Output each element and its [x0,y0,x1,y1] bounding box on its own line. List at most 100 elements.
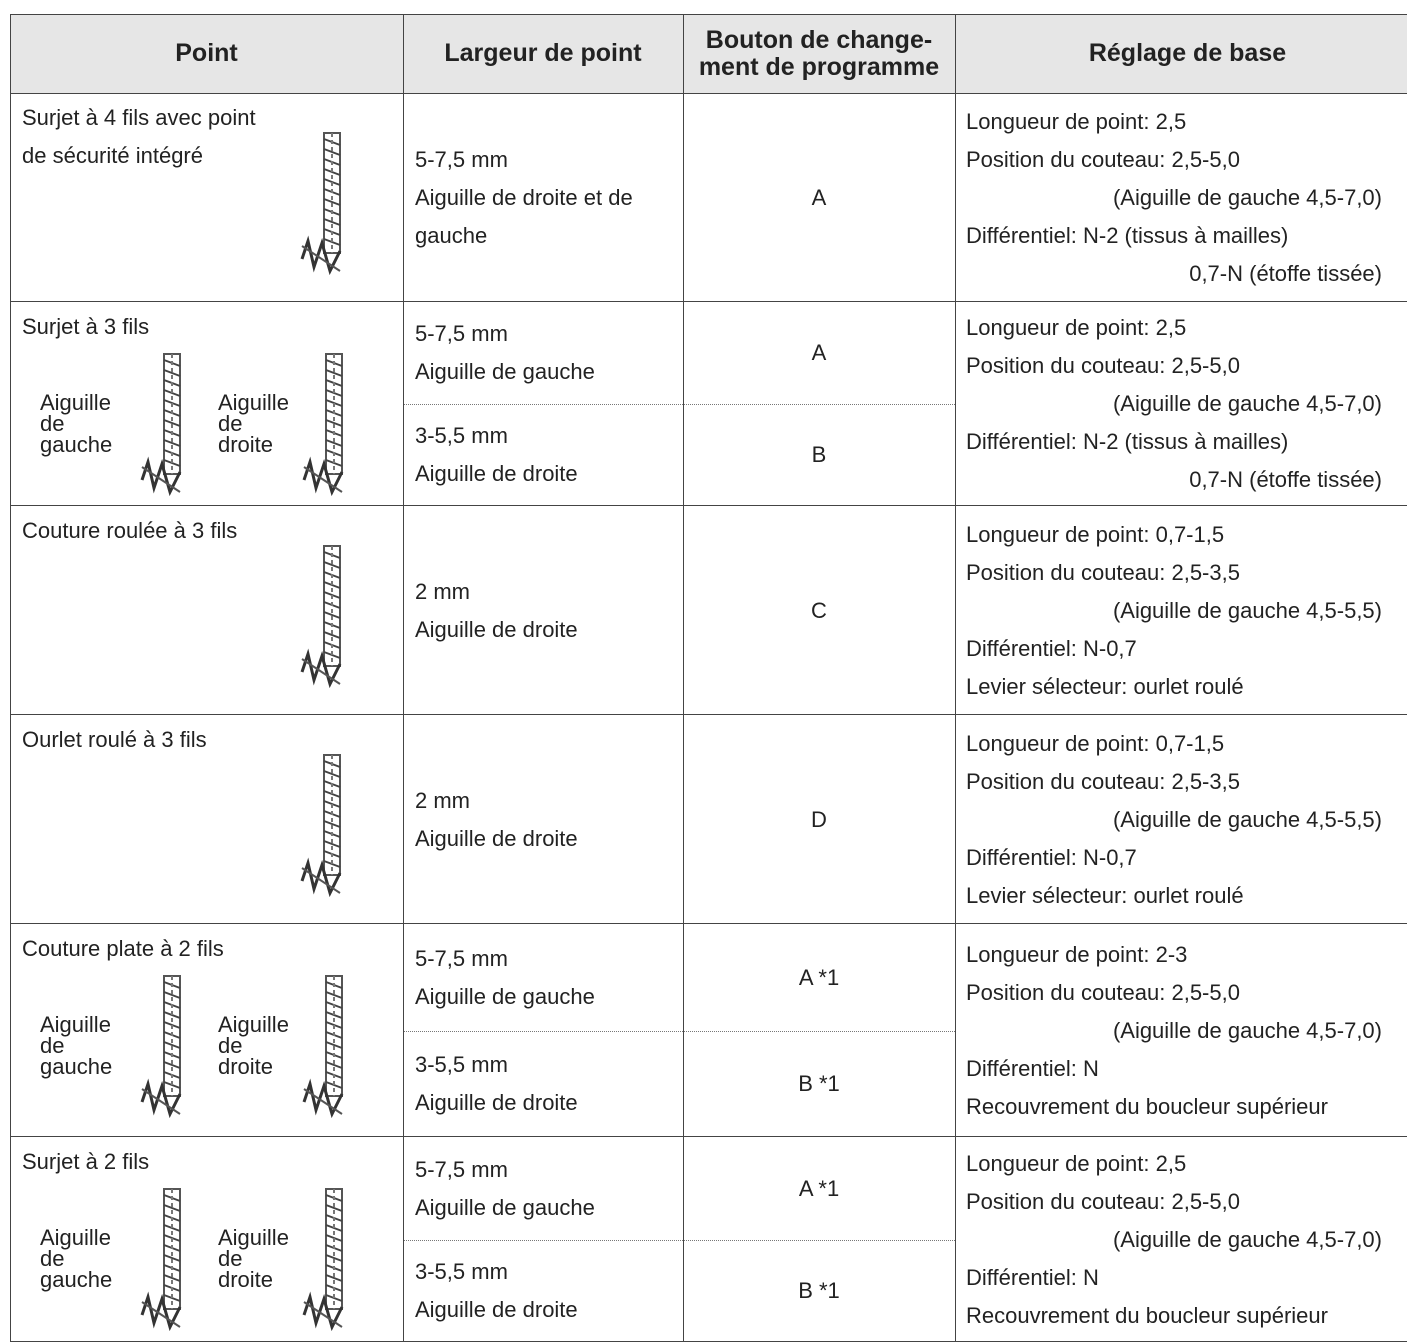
stitch-icon [298,131,362,281]
needle-line: de [218,1246,243,1271]
divider [403,404,955,405]
stitch-icon [138,352,202,502]
width-text: gauche [415,222,488,248]
needle-label: Aiguille de droite [218,1012,289,1079]
width-cell: 5-7,5 mm Aiguille de droite et de gauche [415,93,633,302]
setting-text: Différentiel: N-0,7 [966,635,1137,661]
stitch-icon [298,544,362,694]
needle-line: gauche [40,1054,113,1079]
program-text: B [811,442,827,467]
program-cell: A *1 [683,924,955,1031]
point-cell: Ourlet roulé à 3 fils [22,721,395,759]
row-border [10,301,1407,302]
needle-line: Aiguille [218,1225,289,1250]
setting-text: Différentiel: N-2 (tissus à mailles) [966,222,1289,248]
col-border [683,14,684,1342]
setting-text: Position du couteau: 2,5-3,5 [966,768,1240,794]
width-text: 5-7,5 mm [415,146,508,172]
setting-text: Position du couteau: 2,5-3,5 [966,559,1240,585]
program-cell: B [683,404,955,506]
width-cell: 5-7,5 mm Aiguille de gauche [415,924,595,1031]
setting-text: (Aiguille de gauche 4,5-5,5) [1112,597,1382,623]
setting-text: Position du couteau: 2,5-5,0 [966,146,1240,172]
setting-text: Longueur de point: 2,5 [966,1150,1187,1176]
needle-label: Aiguille de droite [218,390,289,457]
point-label: Surjet à 3 fils [22,314,150,339]
setting-text: (Aiguille de gauche 4,5-7,0) [1112,184,1382,210]
width-text: Aiguille de droite [415,461,578,486]
header-cell: Largeur de point [403,14,683,93]
needle-line: de [40,1246,65,1271]
row-border [10,1136,1407,1137]
program-text: A [811,184,827,210]
setting-text: (Aiguille de gauche 4,5-7,0) [1112,391,1382,416]
setting-text: Position du couteau: 2,5-5,0 [966,1188,1240,1214]
program-cell: B *1 [683,1240,955,1342]
width-cell: 5-7,5 mm Aiguille de gauche [415,1137,595,1240]
program-text: C [811,597,827,623]
program-cell: A [683,93,955,302]
needle-label: Aiguille de gauche [40,1012,113,1079]
setting-text: Longueur de point: 0,7-1,5 [966,521,1225,547]
setting-text: Levier sélecteur: ourlet roulé [966,882,1244,908]
setting-text: Position du couteau: 2,5-5,0 [966,979,1240,1005]
needle-line: Aiguille [218,390,289,415]
needle-line: de [40,1033,65,1058]
point-label: Surjet à 2 fils [22,1149,150,1174]
width-cell: 3-5,5 mm Aiguille de droite [415,1031,578,1137]
width-text: Aiguille de droite [415,825,578,851]
point-label: de sécurité intégré [22,143,203,168]
needle-line: Aiguille [40,1012,111,1037]
setting-text: 0,7-N (étoffe tissée) [1189,467,1382,492]
program-cell: C [683,506,955,715]
needle-line: Aiguille [40,390,111,415]
point-cell: Couture plate à 2 fils [22,930,395,968]
needle-label: Aiguille de gauche [40,390,113,457]
point-label: Couture plate à 2 fils [22,936,224,961]
width-text: Aiguille de droite [415,616,578,642]
needle-line: gauche [40,1267,113,1292]
needle-line: de [218,411,243,436]
width-text: Aiguille de gauche [415,1194,595,1220]
stitch-icon [138,974,202,1124]
setting-text: Différentiel: N-2 (tissus à mailles) [966,429,1289,454]
settings-cell: Longueur de point: 0,7-1,5 Position du co… [966,715,1396,924]
col-border [403,14,404,1342]
width-cell: 2 mm Aiguille de droite [415,506,578,715]
col-border [955,14,956,1342]
header-cell: Réglage de base [955,14,1407,93]
program-text: D [811,806,827,832]
needle-line: Aiguille [218,1012,289,1037]
stitch-icon [300,352,364,502]
header-line: Bouton de change- [705,25,933,54]
needle-line: de [40,411,65,436]
settings-cell: Longueur de point: 2-3 Position du coutea… [966,924,1396,1137]
row-border [10,14,1407,15]
width-text: 2 mm [415,787,470,813]
setting-text: 0,7-N (étoffe tissée) [1189,260,1382,286]
point-cell: Couture roulée à 3 fils [22,512,395,550]
settings-cell: Longueur de point: 2,5 Position du coutea… [966,93,1396,302]
program-cell: B *1 [683,1031,955,1137]
width-text: Aiguille de droite [415,1297,578,1322]
needle-line: gauche [40,432,113,457]
needle-line: droite [218,432,274,457]
setting-text: Différentiel: N-0,7 [966,844,1137,870]
needle-line: droite [218,1054,274,1079]
width-text: Aiguille de droite et de [415,184,633,210]
width-text: Aiguille de gauche [415,983,595,1009]
settings-cell: Longueur de point: 0,7-1,5 Position du co… [966,506,1396,715]
width-text: 2 mm [415,578,470,604]
needle-label: Aiguille de gauche [40,1227,113,1292]
needle-line: droite [218,1267,274,1292]
needle-line: de [218,1033,243,1058]
setting-text: Longueur de point: 2-3 [966,941,1188,967]
width-text: 3-5,5 mm [415,423,508,448]
setting-text: Levier sélecteur: ourlet roulé [966,673,1244,699]
settings-cell: Longueur de point: 2,5 Position du coutea… [966,1137,1396,1342]
width-text: 3-5,5 mm [415,1052,508,1077]
row-border [10,923,1407,924]
row-border [10,93,1407,94]
setting-text: Longueur de point: 0,7-1,5 [966,730,1225,756]
width-text: 3-5,5 mm [415,1259,508,1284]
